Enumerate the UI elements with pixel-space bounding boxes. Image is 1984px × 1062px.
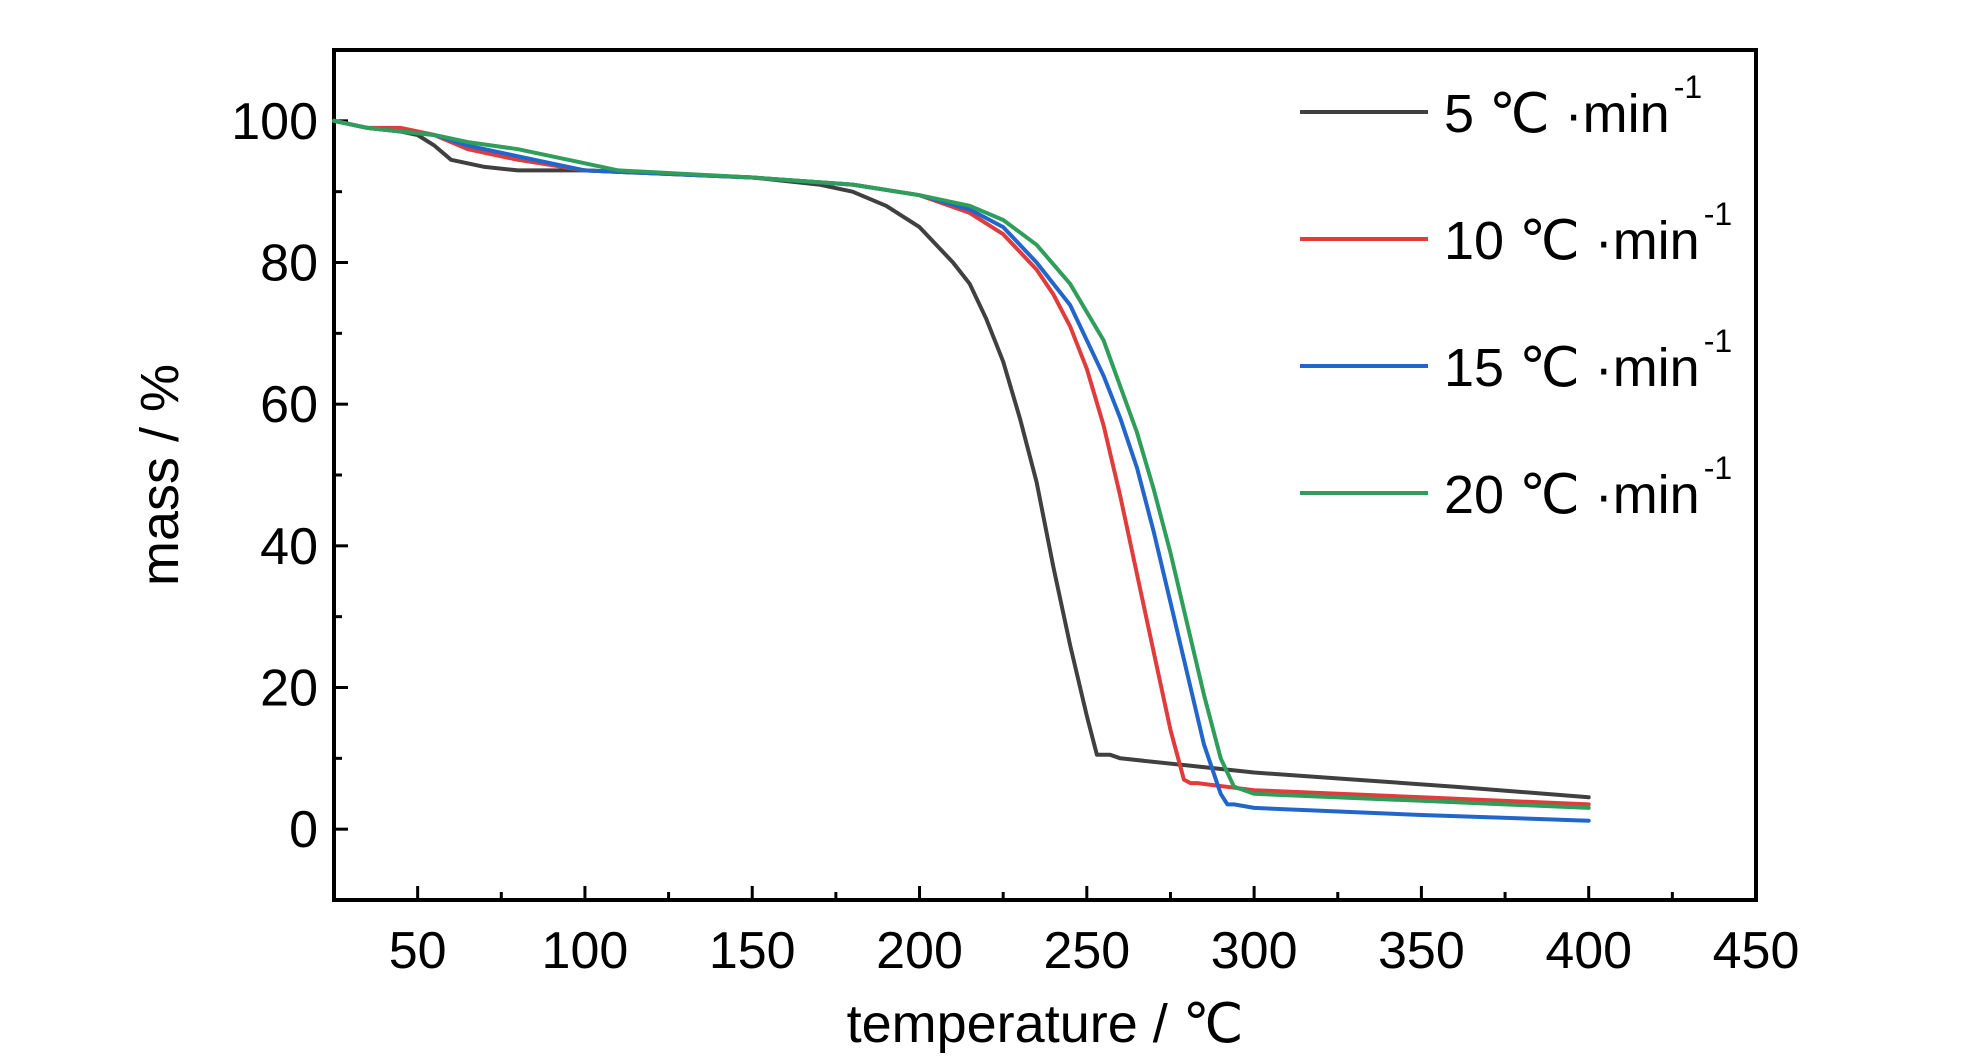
- legend: 5 ℃ ·min -110 ℃ ·min -115 ℃ ·min -120 ℃ ·mi…: [1300, 69, 1732, 525]
- legend-superscript-1: -1: [1674, 69, 1702, 105]
- legend-label-3: 15 ℃ ·min: [1444, 338, 1700, 398]
- x-tick-label: 250: [1043, 922, 1130, 980]
- x-tick-label: 400: [1545, 922, 1632, 980]
- series-line-2: [332, 118, 1591, 807]
- y-tick-label: 80: [260, 235, 318, 293]
- x-tick-label: 150: [709, 922, 796, 980]
- y-tick-label: 20: [260, 660, 318, 718]
- y-tick-label: 100: [231, 93, 318, 151]
- x-tick-label: 300: [1211, 922, 1298, 980]
- legend-superscript-2: -1: [1704, 196, 1732, 232]
- series-line-1: [332, 118, 1591, 800]
- series-lines: [332, 118, 1591, 823]
- legend-label-2: 10 ℃ ·min: [1444, 211, 1700, 271]
- x-axis-ticks: 50 100 150 200 250 300 350 400 450: [332, 886, 1800, 980]
- y-axis-title: mass / %: [130, 364, 190, 586]
- series-line-3: [332, 118, 1591, 823]
- x-axis-title: temperature / ℃: [847, 994, 1244, 1054]
- legend-label-1: 5 ℃ ·min: [1444, 84, 1670, 144]
- x-tick-label: 450: [1713, 922, 1800, 980]
- legend-label-4: 20 ℃ ·min: [1444, 465, 1700, 525]
- x-tick-label: 200: [876, 922, 963, 980]
- series-line-4: [332, 118, 1591, 810]
- x-tick-label: 100: [542, 922, 629, 980]
- y-tick-label: 0: [289, 801, 318, 859]
- legend-superscript-3: -1: [1704, 323, 1732, 359]
- y-tick-label: 60: [260, 376, 318, 434]
- y-axis-ticks: 0 20 40 60 80 100: [231, 48, 348, 902]
- x-tick-label: 50: [389, 922, 447, 980]
- x-tick-label: 350: [1378, 922, 1465, 980]
- y-tick-label: 40: [260, 518, 318, 576]
- legend-superscript-4: -1: [1704, 450, 1732, 486]
